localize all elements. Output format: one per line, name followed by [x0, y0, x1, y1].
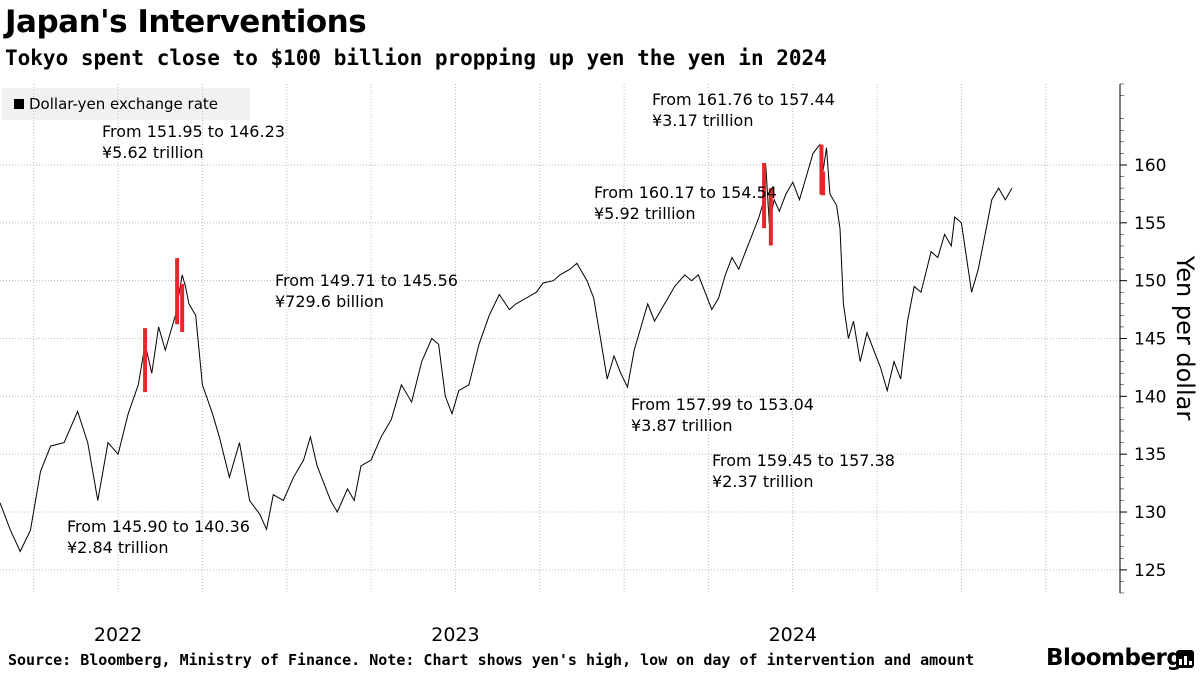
y-axis-label: Yen per dollar	[1171, 255, 1199, 421]
annotation-range: From 161.76 to 157.44	[652, 90, 835, 109]
annotation-range: From 159.45 to 157.38	[712, 451, 895, 470]
y-tick-label: 155	[1134, 214, 1166, 234]
chart-title: Japan's Interventions	[5, 4, 367, 40]
annotation-range: From 149.71 to 145.56	[275, 271, 458, 290]
legend-swatch	[14, 99, 24, 109]
brand-logo: Bloomberg	[1046, 645, 1183, 671]
y-tick-label: 135	[1134, 445, 1166, 465]
y-axis: 125 130 135 140 145 150 155 160	[1119, 83, 1166, 594]
annotation-amount: ¥3.87 trillion	[631, 416, 732, 435]
annotation-range: From 160.17 to 154.54	[594, 183, 777, 202]
y-tick-label: 140	[1134, 387, 1166, 407]
legend: Dollar-yen exchange rate	[2, 88, 250, 120]
y-tick-label: 130	[1134, 503, 1166, 523]
chart-subtitle: Tokyo spent close to $100 billion proppi…	[5, 46, 827, 70]
gridlines	[0, 84, 1120, 593]
x-tick-label: 2024	[769, 624, 817, 646]
annotation-amount: ¥729.6 billion	[275, 292, 384, 311]
intervention-annotations: From 145.90 to 140.36 ¥2.84 trillion From …	[67, 90, 895, 557]
y-tick-label: 150	[1134, 272, 1166, 292]
bloomberg-badge-icon	[1176, 650, 1194, 668]
series-line-dollar-yen	[0, 143, 1013, 553]
y-tick-label: 145	[1134, 330, 1166, 350]
annotation-amount: ¥3.17 trillion	[652, 111, 753, 130]
annotation-range: From 151.95 to 146.23	[102, 122, 285, 141]
annotation-range: From 145.90 to 140.36	[67, 517, 250, 536]
annotation-amount: ¥2.37 trillion	[712, 472, 813, 491]
x-tick-label: 2022	[94, 624, 142, 646]
legend-label: Dollar-yen exchange rate	[29, 95, 219, 113]
annotation-range: From 157.99 to 153.04	[631, 395, 814, 414]
annotation-amount: ¥5.62 trillion	[102, 143, 203, 162]
annotation-amount: ¥2.84 trillion	[67, 538, 168, 557]
x-axis: 2022 2023 2024	[94, 624, 817, 646]
x-tick-label: 2023	[431, 624, 479, 646]
y-tick-label: 125	[1134, 561, 1166, 581]
y-tick-label: 160	[1134, 156, 1166, 176]
intervention-markers	[143, 144, 826, 393]
footer-note: Source: Bloomberg, Ministry of Finance. …	[8, 651, 975, 669]
annotation-amount: ¥5.92 trillion	[594, 204, 695, 223]
